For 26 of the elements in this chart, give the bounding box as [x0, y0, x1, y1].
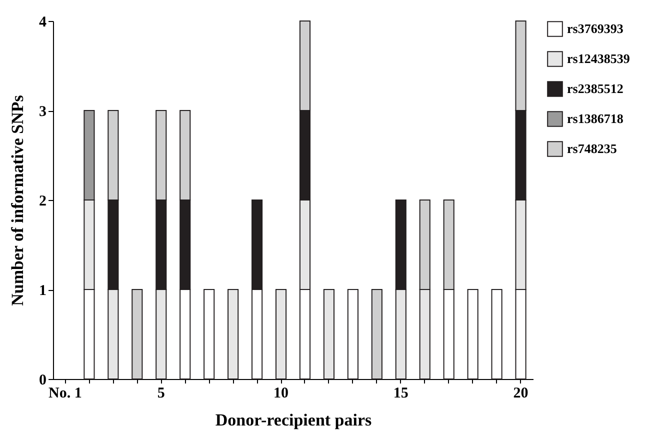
y-axis-title: Number of informative SNPs [8, 94, 27, 306]
bar [467, 289, 478, 380]
bar [491, 289, 502, 380]
bar [347, 289, 358, 380]
legend-label: rs748235 [567, 141, 618, 156]
bar [228, 289, 239, 380]
legend-label: rs12438539 [567, 51, 630, 66]
x-tick-label: 15 [393, 386, 408, 402]
x-tick-label: 20 [513, 386, 528, 402]
x-tick-label: No. 1 [48, 386, 82, 402]
bar [323, 289, 334, 380]
legend-label: rs1386718 [567, 111, 624, 126]
legend-label: rs2385512 [567, 81, 624, 96]
x-axis-title: Donor-recipient pairs [215, 410, 372, 430]
y-tick-label: 3 [39, 104, 46, 120]
legend-label: rs3769393 [567, 21, 624, 36]
x-tick-label: 10 [274, 386, 289, 402]
y-tick-label: 1 [39, 283, 46, 299]
bar [204, 289, 215, 380]
bar [371, 289, 382, 380]
x-tick-label: 5 [157, 386, 165, 402]
y-tick-label: 2 [39, 194, 46, 210]
y-tick-label: 0 [39, 372, 46, 388]
bar [132, 289, 143, 380]
bar [275, 289, 287, 380]
y-tick-label: 4 [39, 14, 47, 30]
